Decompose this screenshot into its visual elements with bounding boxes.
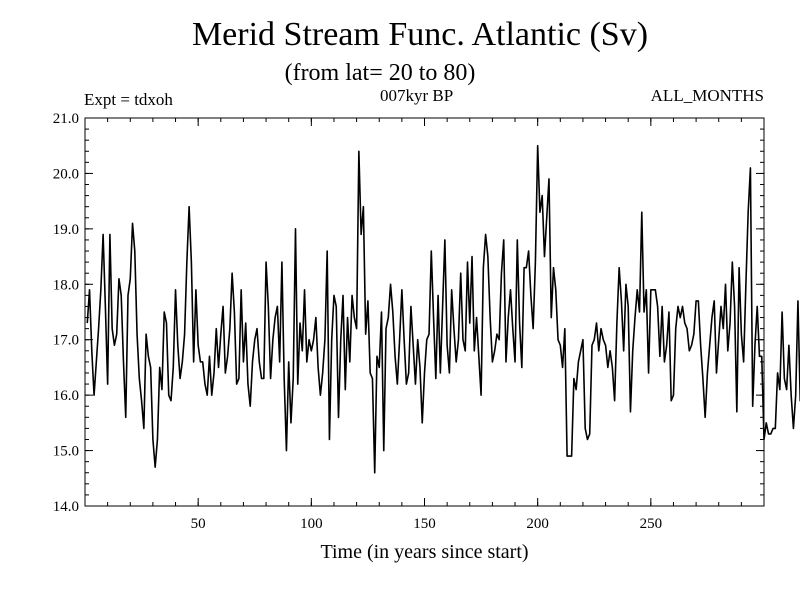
y-tick-label: 15.0: [53, 444, 79, 460]
y-tick-label: 14.0: [53, 499, 79, 515]
tick-labels: 14.0 15.0 16.0 17.0 18.0 19.0 20.0 21.0 50 100 150…: [53, 111, 662, 532]
chart-title: Merid Stream Func. Atlantic (Sv): [191, 16, 649, 53]
plot-frame: [84, 117, 765, 507]
x-tick-label: 250: [640, 516, 663, 532]
y-tick-label: 19.0: [53, 222, 79, 238]
y-tick-label: 18.0: [53, 277, 79, 293]
chart-subtitle: (from lat= 20 to 80): [284, 60, 476, 86]
x-axis-label: Time (in years since start): [320, 541, 528, 563]
x-tick-label: 50: [191, 516, 206, 532]
series-line: [86, 144, 800, 474]
x-tick-label: 100: [300, 516, 323, 532]
y-tick-label: 17.0: [53, 333, 79, 349]
x-tick-label: 200: [526, 516, 549, 532]
experiment-label: Expt = tdxoh: [84, 90, 173, 109]
y-tick-label: 20.0: [53, 166, 79, 182]
y-tick-label: 21.0: [53, 111, 79, 127]
series-layer: [86, 144, 800, 474]
y-tick-label: 16.0: [53, 388, 79, 404]
months-label: ALL_MONTHS: [650, 86, 764, 105]
period-label: 007kyr BP: [380, 86, 454, 105]
x-tick-label: 150: [413, 516, 436, 532]
